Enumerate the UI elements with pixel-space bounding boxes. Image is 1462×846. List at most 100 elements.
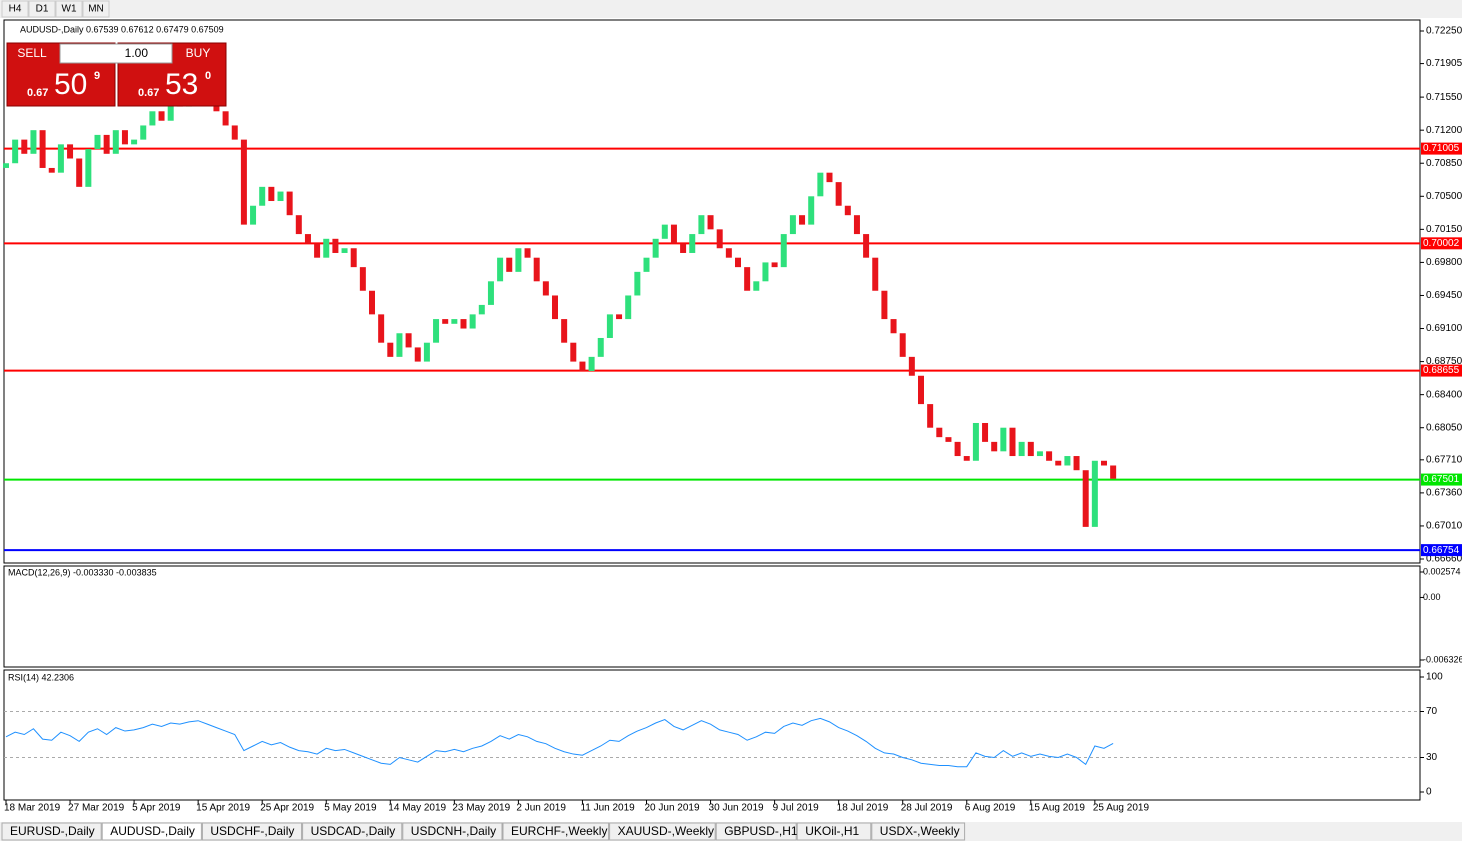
candle xyxy=(85,149,92,187)
candle xyxy=(1055,460,1062,466)
timeframe-button[interactable] xyxy=(28,0,56,18)
candle xyxy=(506,257,513,272)
candle xyxy=(1073,456,1080,471)
symbol-tab[interactable] xyxy=(1,822,102,841)
candle xyxy=(369,290,375,315)
symbol-tab[interactable] xyxy=(502,822,610,841)
candle xyxy=(552,295,558,320)
timeframe-button[interactable] xyxy=(55,0,83,18)
candle xyxy=(698,215,705,235)
x-tick-label: 15 Apr 2019 xyxy=(196,803,250,814)
y-tick-label: 0.68400 xyxy=(1426,389,1462,400)
candle xyxy=(561,319,568,343)
candle xyxy=(652,238,659,258)
candle xyxy=(231,125,238,140)
symbol-tab[interactable] xyxy=(715,822,797,841)
y-tick-label: 70 xyxy=(1426,706,1438,717)
rsi-panel xyxy=(3,669,1421,801)
level-tag xyxy=(1421,237,1462,250)
candle xyxy=(378,314,385,343)
candle xyxy=(606,314,613,338)
sell-big: 50 xyxy=(54,68,87,101)
candle xyxy=(808,196,815,225)
candle xyxy=(121,130,128,145)
symbol-tab[interactable] xyxy=(201,822,303,841)
candle xyxy=(634,271,641,296)
y-tick-label: 0.70150 xyxy=(1426,224,1462,235)
candle xyxy=(323,238,330,258)
candle xyxy=(707,215,714,230)
timeframe-button[interactable] xyxy=(82,0,110,18)
candle xyxy=(588,356,595,372)
candle xyxy=(240,139,247,225)
candle xyxy=(67,144,74,159)
x-tick-label: 25 Aug 2019 xyxy=(1093,803,1150,814)
y-tick-label: 0.68750 xyxy=(1426,356,1462,367)
symbol-tab[interactable] xyxy=(302,822,403,841)
candle xyxy=(222,111,229,126)
candle xyxy=(661,224,668,239)
candle xyxy=(1101,460,1107,466)
y-tick-label: 0.71905 xyxy=(1426,58,1462,69)
candle xyxy=(991,441,998,452)
candle xyxy=(844,205,851,216)
candle xyxy=(570,342,577,362)
timeframe-label: MN xyxy=(88,4,104,15)
candle xyxy=(890,319,897,334)
symbol-tab-label: EURCHF-,Weekly xyxy=(511,824,607,838)
x-tick-label: 5 Apr 2019 xyxy=(132,803,181,814)
candle xyxy=(497,257,504,282)
y-tick-label: 0.69450 xyxy=(1426,290,1462,301)
level-label: 0.70002 xyxy=(1423,238,1460,249)
symbol-tab[interactable] xyxy=(101,822,202,841)
candle xyxy=(469,314,476,329)
candle xyxy=(277,191,284,202)
candle xyxy=(259,186,266,206)
symbol-tab[interactable] xyxy=(796,822,872,841)
sell-prefix: 0.67 xyxy=(27,87,48,99)
symbol-tab[interactable] xyxy=(609,822,716,841)
level-tag xyxy=(1421,364,1462,377)
sell-label: SELL xyxy=(17,46,47,60)
lot-box[interactable] xyxy=(59,43,173,64)
y-tick-label: -0.006326 xyxy=(1423,654,1462,664)
candle xyxy=(826,172,833,183)
candle xyxy=(744,267,751,291)
candle xyxy=(487,281,494,305)
candle xyxy=(789,215,796,235)
symbol-tab[interactable] xyxy=(402,822,503,841)
candle xyxy=(332,238,339,253)
level-tag xyxy=(1421,142,1462,155)
candle xyxy=(680,243,687,253)
price-panel xyxy=(3,19,1421,564)
y-tick-label: 0.70850 xyxy=(1426,158,1462,169)
symbol-tab[interactable] xyxy=(871,822,966,841)
candle xyxy=(451,319,458,324)
candle xyxy=(131,139,138,145)
candle xyxy=(1018,441,1025,457)
y-tick-label: 0 xyxy=(1426,787,1432,798)
candle xyxy=(295,215,302,235)
lot-value: 1.00 xyxy=(125,46,149,60)
candle xyxy=(918,375,924,405)
level-label: 0.67501 xyxy=(1423,474,1460,485)
candle xyxy=(1046,451,1053,461)
candle xyxy=(250,205,257,225)
candle xyxy=(1000,427,1007,452)
buy-sup: 0 xyxy=(205,70,211,82)
timeframe-label: D1 xyxy=(36,4,49,15)
candle xyxy=(927,404,934,428)
candle xyxy=(799,215,806,225)
candle xyxy=(670,224,677,244)
symbol-tab-label: EURUSD-,Daily xyxy=(10,824,95,838)
level-label: 0.68655 xyxy=(1423,365,1460,376)
candle xyxy=(625,295,632,320)
timeframe-button[interactable] xyxy=(1,0,29,18)
x-tick-label: 2 Jun 2019 xyxy=(516,803,566,814)
candle xyxy=(442,319,449,324)
rsi-line xyxy=(5,717,1114,768)
buy-label: BUY xyxy=(186,46,211,60)
candle xyxy=(57,144,64,173)
